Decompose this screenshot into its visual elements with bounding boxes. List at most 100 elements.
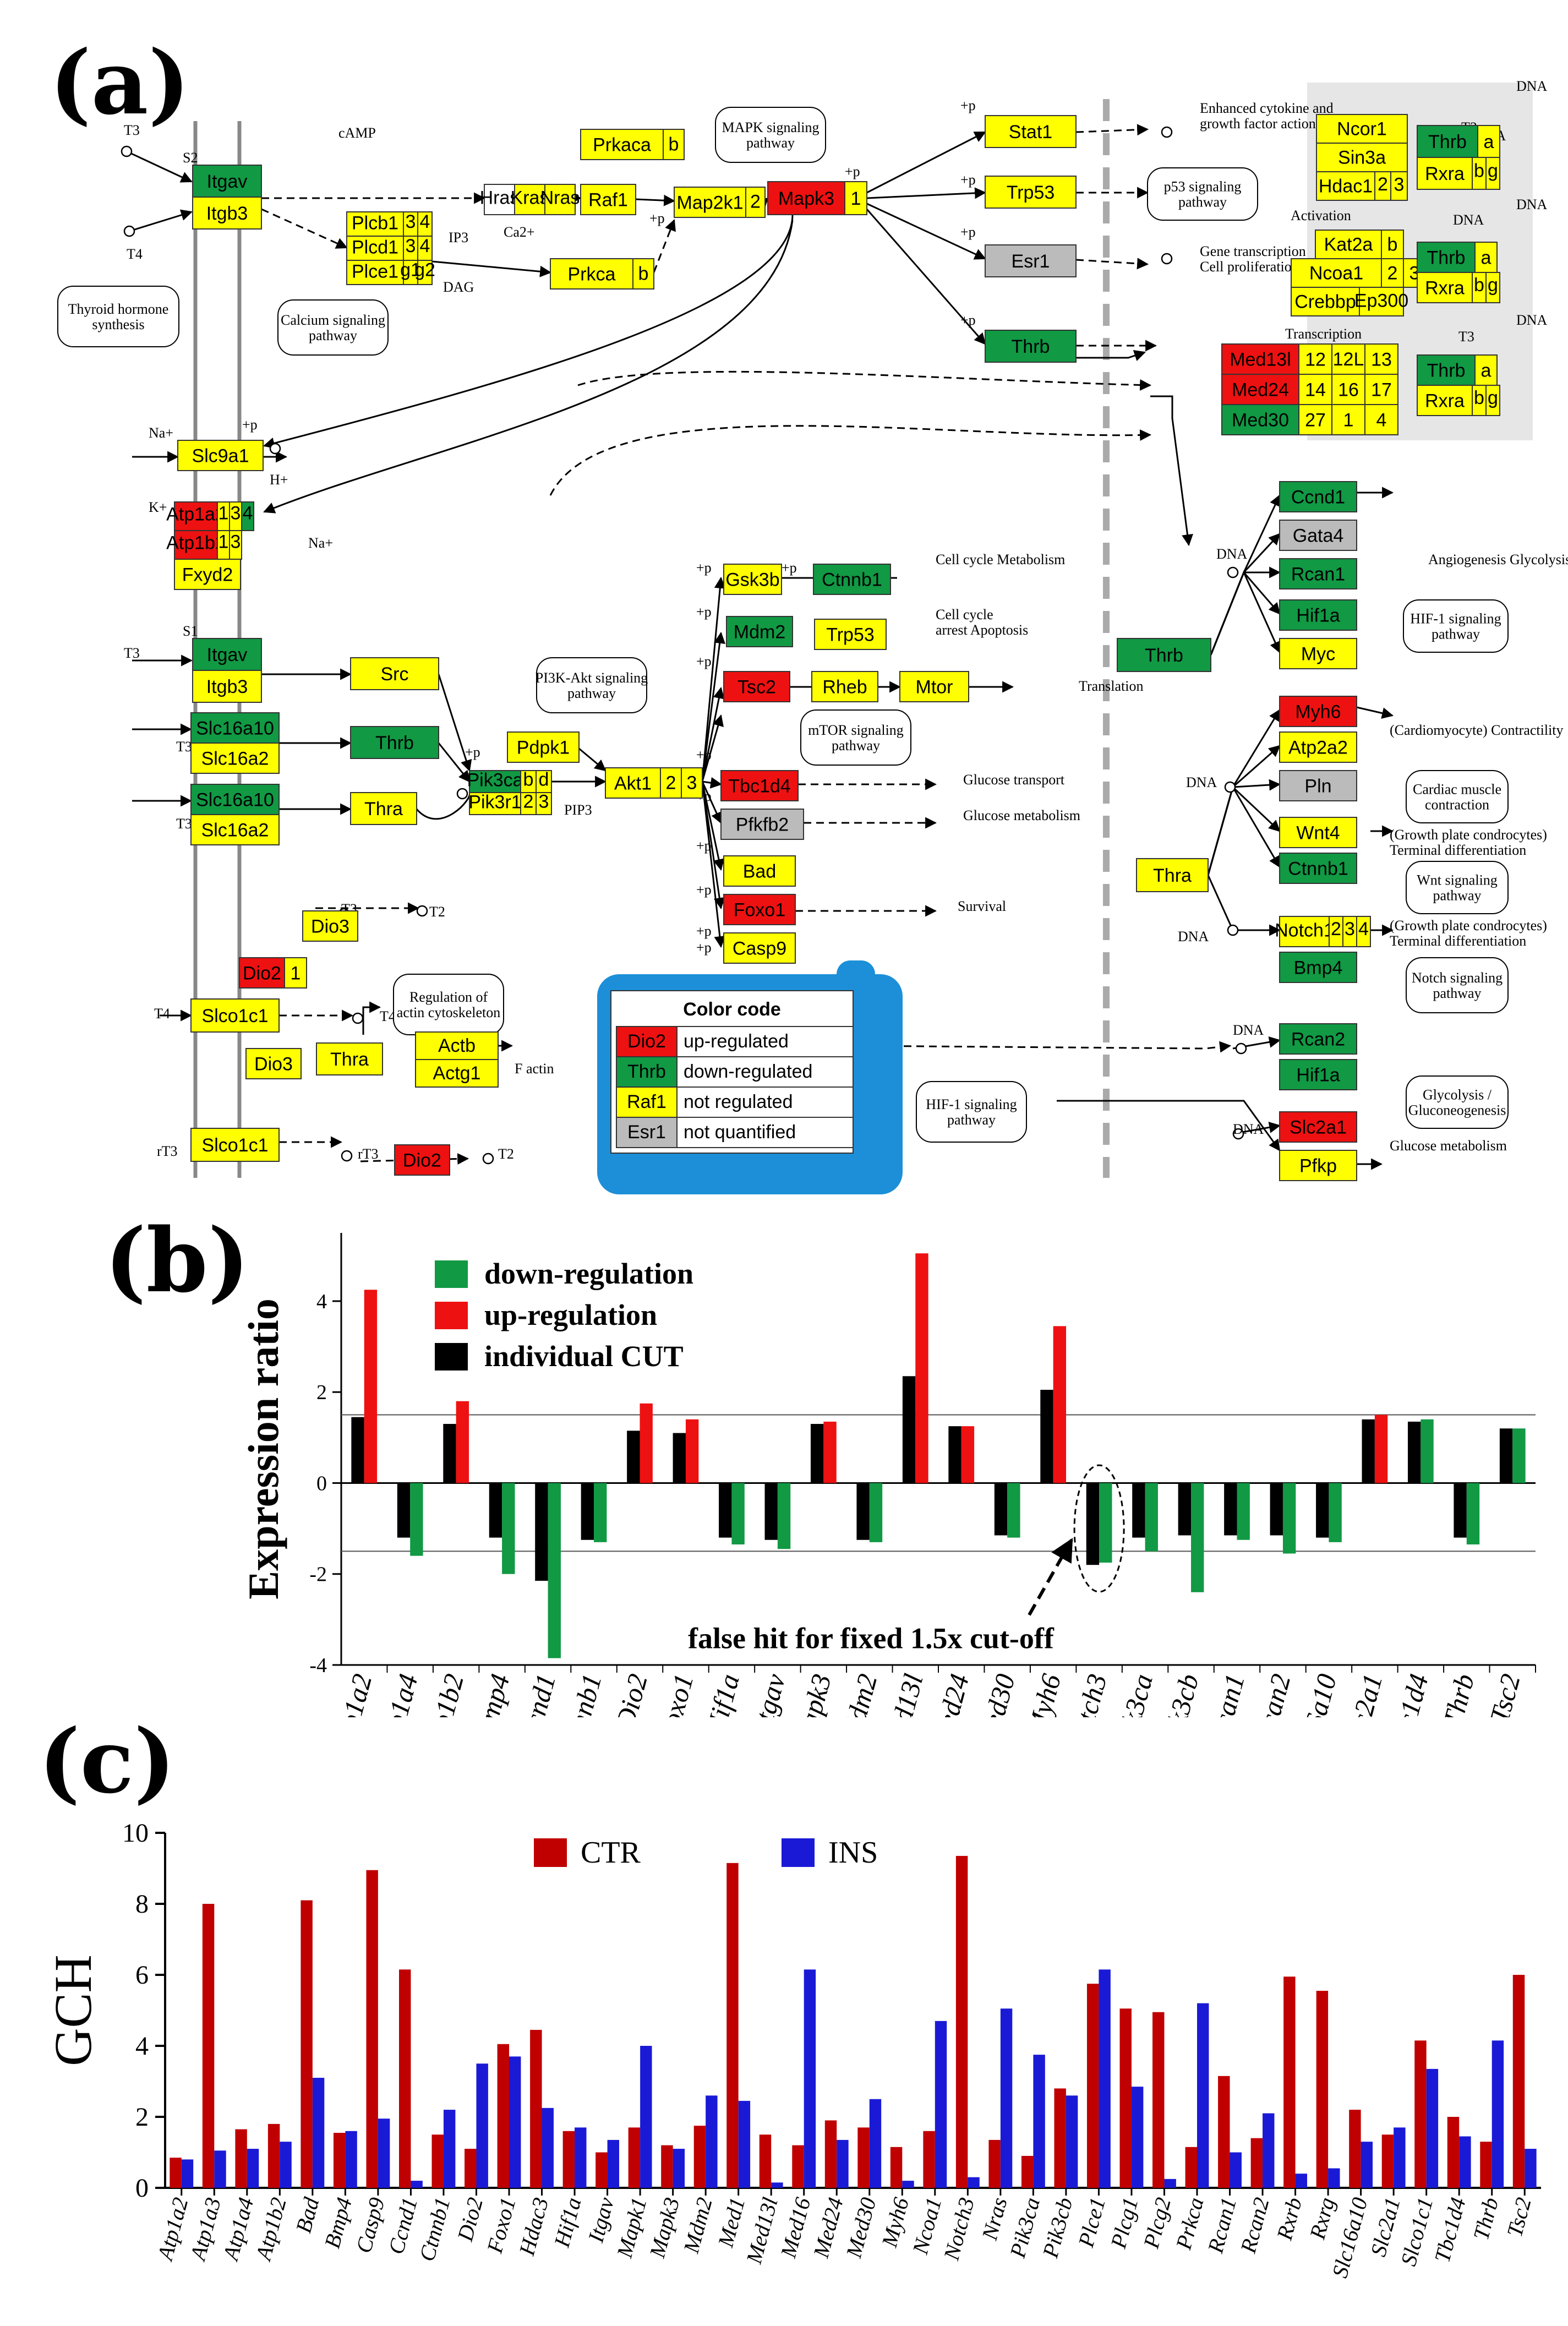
- gene-node-b: b: [520, 769, 537, 793]
- gene-node-17: 17: [1364, 374, 1398, 405]
- gene-node-3: 3: [536, 791, 552, 815]
- svg-text:Thrb: Thrb: [1012, 336, 1050, 357]
- svg-text:14: 14: [1305, 379, 1326, 400]
- bar-ratio-dio2: [640, 1403, 653, 1483]
- bar-cut-rcan2: [1270, 1483, 1283, 1536]
- pathway-map-box: Glycolysis / Gluconeogenesis: [1406, 1075, 1509, 1129]
- svg-text:Sin3a: Sin3a: [1338, 147, 1386, 168]
- pathway-map-box: Thyroid hormone synthesis: [57, 286, 179, 347]
- svg-text:not quantified: not quantified: [684, 1122, 796, 1143]
- bar-ins-bmp4: [345, 2131, 357, 2188]
- gene-node-4: 4: [417, 236, 433, 261]
- svg-text:Plce1: Plce1: [352, 261, 398, 282]
- gene-node-casp9: Casp9: [723, 932, 796, 964]
- svg-text:3: 3: [231, 532, 241, 553]
- svg-text:12L: 12L: [1333, 349, 1364, 370]
- pathway-note: DNA: [1216, 546, 1248, 562]
- legend-swatch: [435, 1343, 468, 1371]
- gene-node-1: 1: [1331, 404, 1365, 435]
- svg-text:Ctnnb1: Ctnnb1: [822, 569, 882, 590]
- bar-ctr-ccnd1: [399, 1969, 411, 2188]
- svg-text:Slc16a10: Slc16a10: [196, 789, 274, 810]
- legend-swatch: [534, 1838, 567, 1867]
- x-tick-label: Itgav: [583, 2194, 619, 2245]
- svg-text:Kras: Kras: [511, 187, 549, 208]
- svg-text:Itgav: Itgav: [207, 645, 248, 665]
- gene-node-pfkp: Pfkp: [1279, 1150, 1357, 1181]
- gene-node-myc: Myc: [1279, 638, 1357, 669]
- gene-node-plcb1: Plcb1: [346, 211, 404, 237]
- svg-text:Med13l: Med13l: [1230, 349, 1291, 370]
- x-tick-label: Atp1a4: [373, 1670, 424, 1717]
- svg-text:Rheb: Rheb: [822, 676, 867, 697]
- gene-node-atp2a2: Atp2a2: [1279, 731, 1357, 763]
- bar-ins-atp1a3: [214, 2150, 226, 2188]
- bar-cut-atp1a2: [351, 1417, 364, 1483]
- pathway-note: DNA: [1233, 1022, 1264, 1038]
- gene-node-atp1b2: Atp1b2: [166, 530, 226, 560]
- svg-text:Hdac1: Hdac1: [1319, 176, 1373, 196]
- bar-ratio-med24: [961, 1426, 975, 1483]
- svg-text:12: 12: [1305, 349, 1326, 370]
- gene-node-a: a: [1474, 242, 1498, 273]
- bar-ctr-slc2a1: [1381, 2134, 1394, 2188]
- gene-node-4: 4: [241, 501, 254, 531]
- x-tick-label: Pik3ca: [1109, 1670, 1159, 1717]
- gene-node-plcd1: Plcd1: [346, 236, 404, 261]
- bar-cut-notch3: [1086, 1483, 1100, 1565]
- pathway-note: Enhanced cytokine and growth factor actio…: [1200, 100, 1334, 132]
- pathway-note: +p: [960, 224, 976, 240]
- bar-ins-atp1a4: [247, 2149, 259, 2188]
- bar-ctr-atp1a2: [170, 2158, 182, 2188]
- svg-text:4: 4: [243, 503, 253, 524]
- gene-node-thrb: Thrb: [985, 330, 1077, 363]
- bar-ins-atp1a2: [181, 2159, 194, 2188]
- svg-text:Mtor: Mtor: [916, 676, 953, 697]
- pathway-note: S2: [183, 150, 198, 166]
- svg-text:Itgav: Itgav: [207, 171, 248, 192]
- svg-text:Ncoa1: Ncoa1: [1309, 263, 1363, 283]
- panel-c-label: (c): [39, 1710, 176, 1813]
- gene-node-1: 1: [217, 501, 230, 531]
- x-tick-label: Mdm2: [835, 1670, 883, 1717]
- gene-node-bad: Bad: [723, 855, 796, 887]
- gene-node-thrb: Thrb: [1417, 242, 1476, 273]
- gene-node-14: 14: [1298, 374, 1332, 405]
- legend-item-notquant: Esr1 not quantified: [616, 1117, 854, 1148]
- bar-ctr-mapk1: [628, 2127, 641, 2188]
- gene-node-tbc1d4: Tbc1d4: [720, 770, 799, 801]
- bar-cut-atp1b2: [443, 1424, 456, 1483]
- svg-text:Mdm2: Mdm2: [734, 621, 785, 642]
- pathway-note: T3: [176, 739, 192, 755]
- svg-text:Med30: Med30: [1232, 409, 1289, 430]
- gene-node-wnt4: Wnt4: [1279, 817, 1357, 848]
- pathway-note: S1: [183, 623, 198, 639]
- svg-text:Slco1c1: Slco1c1: [202, 1135, 269, 1156]
- bar-ins-hdac3: [542, 2107, 554, 2188]
- bar-ratio-atp1a2: [364, 1290, 378, 1483]
- gene-node-rheb: Rheb: [811, 671, 878, 702]
- x-tick-label: Rcan2: [1236, 2195, 1274, 2256]
- pathway-map-box: p53 signaling pathway: [1147, 167, 1258, 221]
- bar-ratio-atp1a4: [410, 1483, 423, 1556]
- bar-cut-dio2: [627, 1430, 640, 1483]
- color-code-legend: Color code Dio2 up-regulated Thrb down-regu…: [597, 960, 903, 1194]
- bar-ctr-dio2: [465, 2149, 477, 2188]
- svg-text:not regulated: not regulated: [684, 1091, 793, 1112]
- bar-ins-bad: [312, 2078, 325, 2188]
- svg-text:Atp1b2: Atp1b2: [166, 533, 226, 554]
- pathway-note: Na+: [149, 425, 173, 441]
- false-hit-annotation: false hit for fixed 1.5x cut-off: [688, 1622, 1055, 1655]
- bar-ratio-ccnd1: [548, 1483, 561, 1658]
- bar-ins-hif1a: [575, 2127, 587, 2188]
- pathway-note: +p: [782, 560, 797, 576]
- x-tick-label: Tsc2: [1484, 1670, 1526, 1717]
- bar-ins-med1: [738, 2100, 751, 2188]
- gene-node-thra: Thra: [350, 792, 417, 825]
- bar-ctr-hif1a: [562, 2131, 575, 2188]
- gene-node-2: 2: [660, 767, 682, 799]
- svg-text:2: 2: [1331, 919, 1341, 940]
